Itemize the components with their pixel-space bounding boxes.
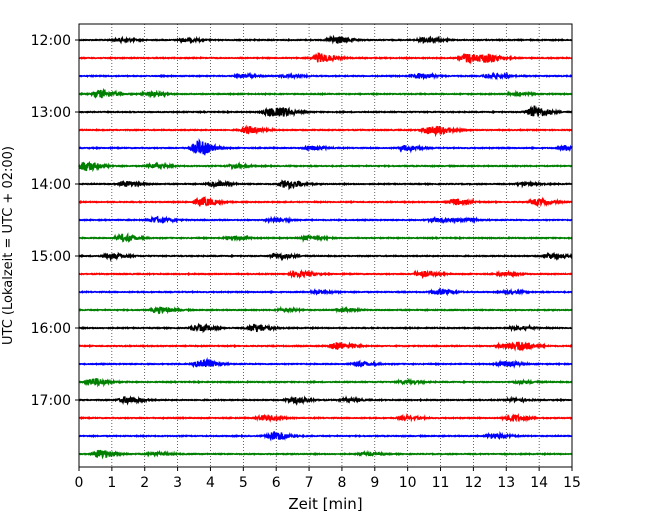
x-tick-label-5: 5	[239, 475, 248, 491]
x-tick-label-15: 15	[563, 475, 581, 491]
trace-16:30	[78, 357, 573, 369]
x-tick-label-8: 8	[337, 475, 346, 491]
x-axis-label: Zeit [min]	[288, 495, 362, 513]
trace-12:45	[78, 87, 573, 99]
trace-12:30	[78, 71, 573, 81]
x-tick-label-3: 3	[173, 475, 182, 491]
trace-14:30	[78, 215, 573, 225]
x-tick-label-0: 0	[75, 475, 84, 491]
x-tick-label-4: 4	[206, 475, 215, 491]
x-tick-label-9: 9	[370, 475, 379, 491]
trace-15:30	[78, 287, 573, 297]
x-tick-label-12: 12	[464, 475, 482, 491]
trace-14:15	[78, 195, 573, 208]
x-tick-label-6: 6	[272, 475, 281, 491]
vertical-gridlines	[111, 24, 540, 467]
trace-15:45	[78, 305, 573, 315]
trace-12:15	[78, 52, 573, 65]
trace-13:15	[78, 124, 573, 138]
plot-frame	[78, 23, 573, 468]
trace-17:30	[78, 430, 573, 442]
seismic-traces	[78, 34, 573, 460]
x-tick-label-10: 10	[399, 475, 417, 491]
y-axis-label: UTC (Lokalzeit = UTC + 02:00)	[1, 146, 16, 345]
y-tick-label-14:00: 14:00	[31, 177, 71, 193]
trace-12:00	[78, 34, 572, 45]
x-axis-ticks: 0 1 2 3 4 5 6 7 8 9 10 11 12 13 14 15	[75, 467, 581, 491]
trace-14:00	[78, 178, 573, 191]
x-tick-label-1: 1	[107, 475, 116, 491]
y-tick-label-12:00: 12:00	[31, 33, 71, 49]
y-tick-label-16:00: 16:00	[31, 321, 71, 337]
y-tick-label-13:00: 13:00	[31, 105, 71, 121]
x-tick-label-14: 14	[530, 475, 548, 491]
x-tick-label-7: 7	[305, 475, 314, 491]
trace-15:00	[78, 251, 573, 263]
trace-15:15	[78, 269, 573, 280]
y-tick-label-17:00: 17:00	[31, 393, 71, 409]
trace-13:30	[78, 137, 573, 156]
trace-14:45	[78, 232, 573, 244]
x-tick-label-13: 13	[497, 475, 515, 491]
y-axis-ticks: 12:00 13:00 14:00 15:00 16:00 17:00	[31, 33, 79, 409]
y-tick-label-15:00: 15:00	[31, 249, 71, 265]
trace-17:45	[78, 449, 573, 460]
trace-13:45	[78, 160, 573, 173]
trace-16:00	[78, 322, 573, 334]
trace-13:00	[78, 105, 573, 118]
x-tick-label-11: 11	[432, 475, 450, 491]
trace-17:00	[78, 395, 573, 406]
trace-16:15	[78, 341, 573, 352]
trace-16:45	[78, 377, 573, 388]
x-tick-label-2: 2	[140, 475, 149, 491]
trace-17:15	[78, 412, 573, 423]
